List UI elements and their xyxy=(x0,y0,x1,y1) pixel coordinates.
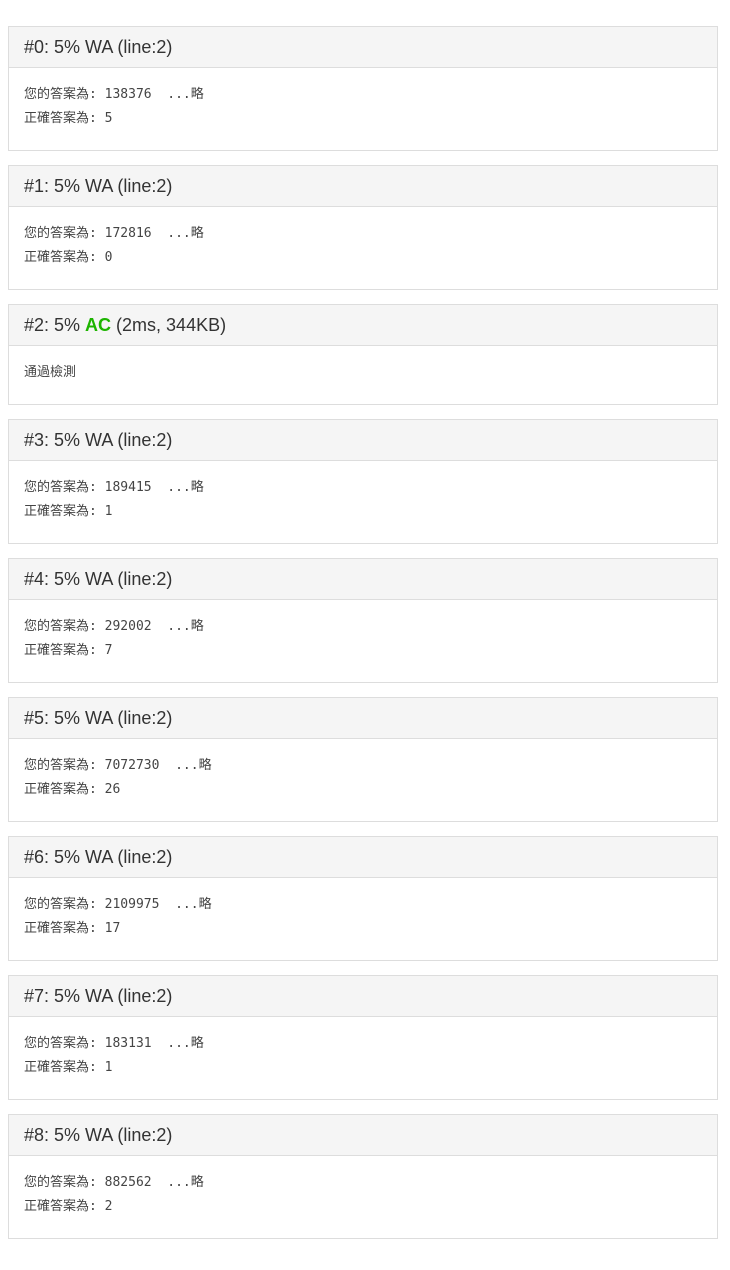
testcase-body: 您的答案為: 882562 ...略 正確答案為: 2 xyxy=(9,1156,717,1238)
output-line: 正確答案為: 0 xyxy=(24,250,113,265)
testcase-body: 您的答案為: 172816 ...略 正確答案為: 0 xyxy=(9,207,717,289)
verdict-badge: AC xyxy=(85,315,112,335)
output-line: 您的答案為: 882562 ...略 xyxy=(24,1175,204,1190)
testcase-heading: #6: 5% WA (line:2) xyxy=(9,837,717,878)
testcase-heading: #3: 5% WA (line:2) xyxy=(9,420,717,461)
testcase-panel: #6: 5% WA (line:2) 您的答案為: 2109975 ...略 正確… xyxy=(8,836,718,961)
output-line: 正確答案為: 26 xyxy=(24,782,121,797)
output-line: 正確答案為: 1 xyxy=(24,504,113,519)
testcase-title-prefix: #4: 5% xyxy=(24,569,86,589)
verdict-detail: (line:2) xyxy=(112,569,173,589)
results-list: #0: 5% WA (line:2) 您的答案為: 138376 ...略 正確答… xyxy=(8,26,718,1239)
testcase-heading: #0: 5% WA (line:2) xyxy=(9,27,717,68)
testcase-panel: #5: 5% WA (line:2) 您的答案為: 7072730 ...略 正確… xyxy=(8,697,718,822)
testcase-body: 您的答案為: 138376 ...略 正確答案為: 5 xyxy=(9,68,717,150)
testcase-title-prefix: #2: 5% xyxy=(24,315,86,335)
testcase-body: 您的答案為: 7072730 ...略 正確答案為: 26 xyxy=(9,739,717,821)
output-line: 您的答案為: 7072730 ...略 xyxy=(24,758,212,773)
testcase-title-prefix: #6: 5% xyxy=(24,847,86,867)
testcase-heading: #4: 5% WA (line:2) xyxy=(9,559,717,600)
testcase-heading: #5: 5% WA (line:2) xyxy=(9,698,717,739)
output-line: 正確答案為: 5 xyxy=(24,111,113,126)
verdict-badge: WA xyxy=(85,37,113,57)
output-line: 正確答案為: 17 xyxy=(24,921,121,936)
verdict-badge: WA xyxy=(85,176,113,196)
verdict-badge: WA xyxy=(85,1125,113,1145)
testcase-panel: #3: 5% WA (line:2) 您的答案為: 189415 ...略 正確答… xyxy=(8,419,718,544)
verdict-detail: (line:2) xyxy=(112,37,173,57)
testcase-body: 通過檢測 xyxy=(9,346,717,404)
output-line: 正確答案為: 2 xyxy=(24,1199,113,1214)
verdict-detail: (line:2) xyxy=(112,430,173,450)
verdict-badge: WA xyxy=(85,569,113,589)
testcase-panel: #4: 5% WA (line:2) 您的答案為: 292002 ...略 正確答… xyxy=(8,558,718,683)
testcase-heading: #7: 5% WA (line:2) xyxy=(9,976,717,1017)
testcase-title-prefix: #5: 5% xyxy=(24,708,86,728)
output-line: 正確答案為: 7 xyxy=(24,643,113,658)
testcase-panel: #8: 5% WA (line:2) 您的答案為: 882562 ...略 正確答… xyxy=(8,1114,718,1239)
verdict-detail: (2ms, 344KB) xyxy=(111,315,227,335)
verdict-detail: (line:2) xyxy=(112,986,173,1006)
output-line: 您的答案為: 172816 ...略 xyxy=(24,226,204,241)
output-line: 通過檢測 xyxy=(24,365,77,380)
verdict-badge: WA xyxy=(85,986,113,1006)
testcase-heading: #1: 5% WA (line:2) xyxy=(9,166,717,207)
verdict-detail: (line:2) xyxy=(112,847,173,867)
testcase-heading: #8: 5% WA (line:2) xyxy=(9,1115,717,1156)
testcase-title-prefix: #1: 5% xyxy=(24,176,86,196)
output-line: 您的答案為: 183131 ...略 xyxy=(24,1036,204,1051)
testcase-title-prefix: #7: 5% xyxy=(24,986,86,1006)
testcase-panel: #2: 5% AC (2ms, 344KB) 通過檢測 xyxy=(8,304,718,405)
testcase-panel: #7: 5% WA (line:2) 您的答案為: 183131 ...略 正確答… xyxy=(8,975,718,1100)
output-line: 您的答案為: 138376 ...略 xyxy=(24,87,204,102)
verdict-badge: WA xyxy=(85,708,113,728)
testcase-body: 您的答案為: 2109975 ...略 正確答案為: 17 xyxy=(9,878,717,960)
testcase-body: 您的答案為: 292002 ...略 正確答案為: 7 xyxy=(9,600,717,682)
testcase-panel: #0: 5% WA (line:2) 您的答案為: 138376 ...略 正確答… xyxy=(8,26,718,151)
output-line: 您的答案為: 2109975 ...略 xyxy=(24,897,212,912)
testcase-body: 您的答案為: 183131 ...略 正確答案為: 1 xyxy=(9,1017,717,1099)
verdict-badge: WA xyxy=(85,847,113,867)
testcase-title-prefix: #8: 5% xyxy=(24,1125,86,1145)
judge-results-page: { "colors": { "ac_green": "#1db400", "pa… xyxy=(0,26,730,1270)
testcase-heading: #2: 5% AC (2ms, 344KB) xyxy=(9,305,717,346)
output-line: 正確答案為: 1 xyxy=(24,1060,113,1075)
verdict-badge: WA xyxy=(85,430,113,450)
testcase-panel: #1: 5% WA (line:2) 您的答案為: 172816 ...略 正確答… xyxy=(8,165,718,290)
output-line: 您的答案為: 292002 ...略 xyxy=(24,619,204,634)
output-line: 您的答案為: 189415 ...略 xyxy=(24,480,204,495)
verdict-detail: (line:2) xyxy=(112,1125,173,1145)
testcase-title-prefix: #0: 5% xyxy=(24,37,86,57)
verdict-detail: (line:2) xyxy=(112,708,173,728)
testcase-title-prefix: #3: 5% xyxy=(24,430,86,450)
testcase-body: 您的答案為: 189415 ...略 正確答案為: 1 xyxy=(9,461,717,543)
verdict-detail: (line:2) xyxy=(112,176,173,196)
